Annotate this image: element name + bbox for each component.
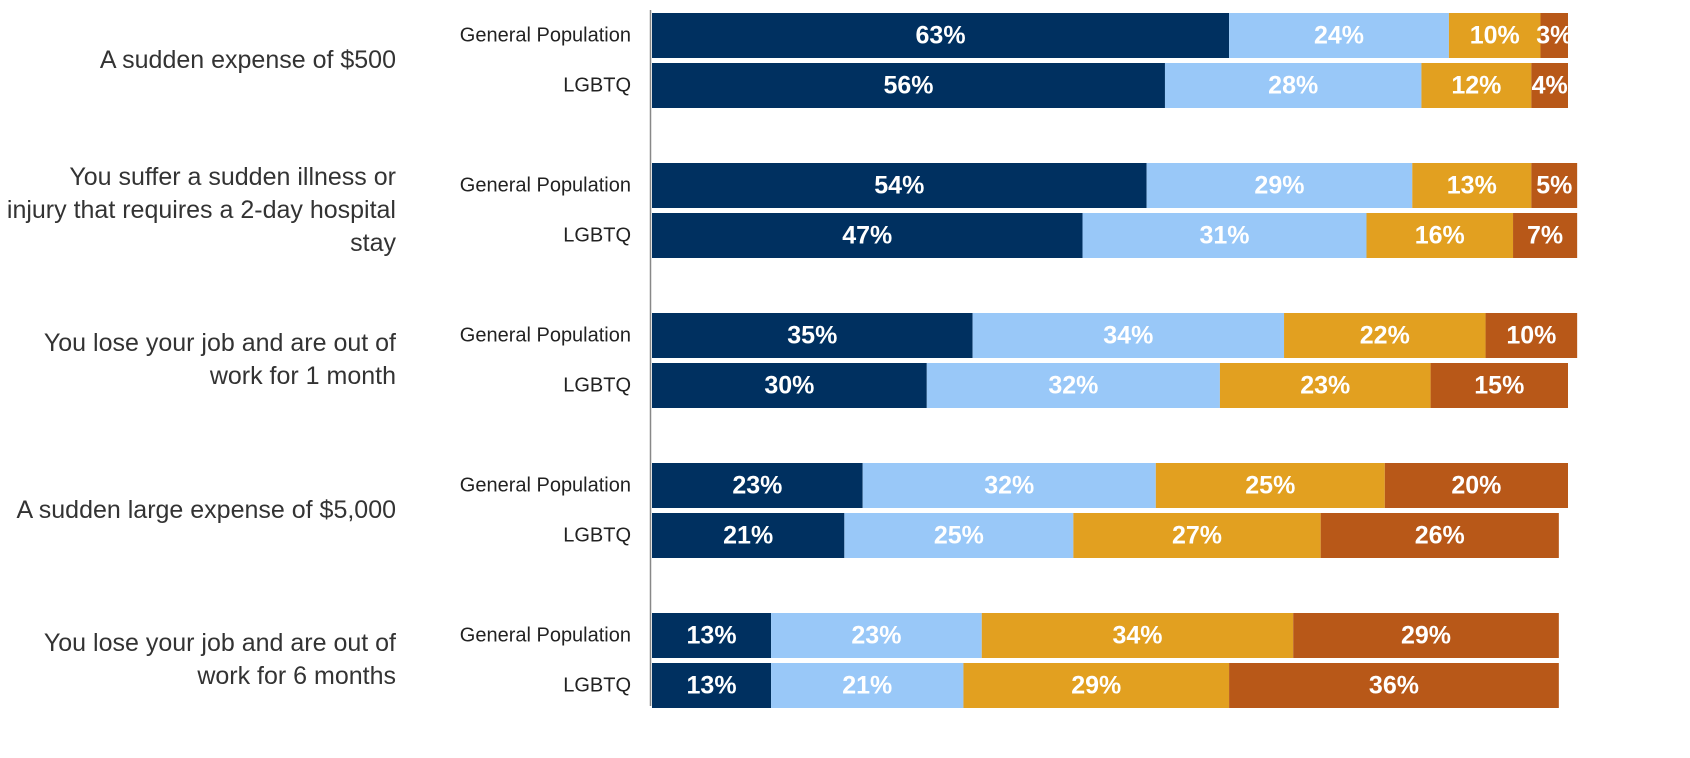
data-label: 34% <box>1112 622 1162 650</box>
row-label: LGBTQ <box>563 525 631 547</box>
row-label: LGBTQ <box>563 375 631 397</box>
bar-segment <box>652 463 863 508</box>
bar-segment <box>862 463 1156 508</box>
data-label: 30% <box>764 372 814 400</box>
data-label: 36% <box>1369 672 1419 700</box>
data-label: 31% <box>1199 222 1249 250</box>
row-label: LGBTQ <box>563 225 631 247</box>
data-label: 22% <box>1360 322 1410 350</box>
row-label: General Population <box>460 25 631 47</box>
data-label: 32% <box>1048 372 1098 400</box>
data-label: 13% <box>1447 172 1497 200</box>
bar-segment <box>1448 13 1541 58</box>
bar-segment <box>1146 163 1413 208</box>
data-label: 21% <box>723 522 773 550</box>
data-label: 4% <box>1532 72 1568 100</box>
bar-segment <box>652 513 845 558</box>
bar-segment <box>652 63 1165 108</box>
data-label: 23% <box>851 622 901 650</box>
data-label: 25% <box>934 522 984 550</box>
bar-segment <box>981 613 1294 658</box>
data-label: 27% <box>1172 522 1222 550</box>
data-label: 23% <box>732 472 782 500</box>
bar-segment <box>652 13 1230 58</box>
bar-segment <box>1421 63 1532 108</box>
data-label: 35% <box>787 322 837 350</box>
bar-segment <box>963 663 1230 708</box>
bar-segment <box>1082 213 1367 258</box>
category-label: A sudden large expense of $5,000 <box>16 495 396 524</box>
bar-segment <box>652 613 772 658</box>
row-label: General Population <box>460 175 631 197</box>
data-label: 21% <box>842 672 892 700</box>
data-label: 7% <box>1527 222 1563 250</box>
bar-segment <box>1164 63 1422 108</box>
bar-segment <box>1531 63 1568 108</box>
data-label: 12% <box>1451 72 1501 100</box>
row-label: General Population <box>460 625 631 647</box>
bar-segment <box>844 513 1074 558</box>
bar-segment <box>972 313 1285 358</box>
bar-segment <box>1229 13 1449 58</box>
data-label: 24% <box>1314 22 1364 50</box>
data-label: 29% <box>1401 622 1451 650</box>
data-label: 56% <box>883 72 933 100</box>
bar-segment <box>1366 213 1514 258</box>
data-label: 5% <box>1536 172 1572 200</box>
bar-segment <box>652 363 927 408</box>
bar-segment <box>771 663 964 708</box>
data-label: 3% <box>1536 22 1572 50</box>
category-label: You lose your job and are out of work fo… <box>43 329 396 390</box>
row-label: General Population <box>460 325 631 347</box>
category-label: A sudden expense of $500 <box>99 45 396 74</box>
data-label: 26% <box>1415 522 1465 550</box>
data-label: 28% <box>1268 72 1318 100</box>
data-label: 34% <box>1103 322 1153 350</box>
bar-segment <box>926 363 1220 408</box>
bar-segment <box>652 163 1147 208</box>
bar-segment <box>652 213 1083 258</box>
data-label: 23% <box>1300 372 1350 400</box>
category-label: You suffer a sudden illness or injury th… <box>6 162 396 257</box>
bar-segment <box>1384 463 1568 508</box>
bar-segment <box>1229 663 1559 708</box>
data-label: 10% <box>1470 22 1520 50</box>
row-label: LGBTQ <box>563 675 631 697</box>
data-label: 63% <box>916 22 966 50</box>
bar-segment <box>1485 313 1578 358</box>
data-label: 13% <box>687 622 737 650</box>
data-label: 47% <box>842 222 892 250</box>
data-label: 15% <box>1474 372 1524 400</box>
row-label: LGBTQ <box>563 75 631 97</box>
bar-segment <box>652 313 973 358</box>
data-label: 25% <box>1245 472 1295 500</box>
bar-segment <box>1219 363 1431 408</box>
bar-segment <box>1320 513 1559 558</box>
category-label: You lose your job and are out of work fo… <box>43 629 396 690</box>
data-label: 13% <box>687 672 737 700</box>
bar-segment <box>1540 13 1568 58</box>
bar-segment <box>771 613 982 658</box>
data-label: 29% <box>1254 172 1304 200</box>
bar-segment <box>1531 163 1578 208</box>
bar-segment <box>1073 513 1321 558</box>
bar-segment <box>1155 463 1385 508</box>
bar-segment <box>1412 163 1532 208</box>
bar-segment <box>652 663 772 708</box>
data-label: 16% <box>1415 222 1465 250</box>
bar-segment <box>1284 313 1486 358</box>
data-label: 10% <box>1506 322 1556 350</box>
data-label: 32% <box>984 472 1034 500</box>
bar-segment <box>1430 363 1568 408</box>
data-label: 29% <box>1071 672 1121 700</box>
row-label: General Population <box>460 475 631 497</box>
data-label: 20% <box>1451 472 1501 500</box>
bar-segment <box>1293 613 1559 658</box>
data-label: 54% <box>874 172 924 200</box>
bar-segment <box>1513 213 1578 258</box>
